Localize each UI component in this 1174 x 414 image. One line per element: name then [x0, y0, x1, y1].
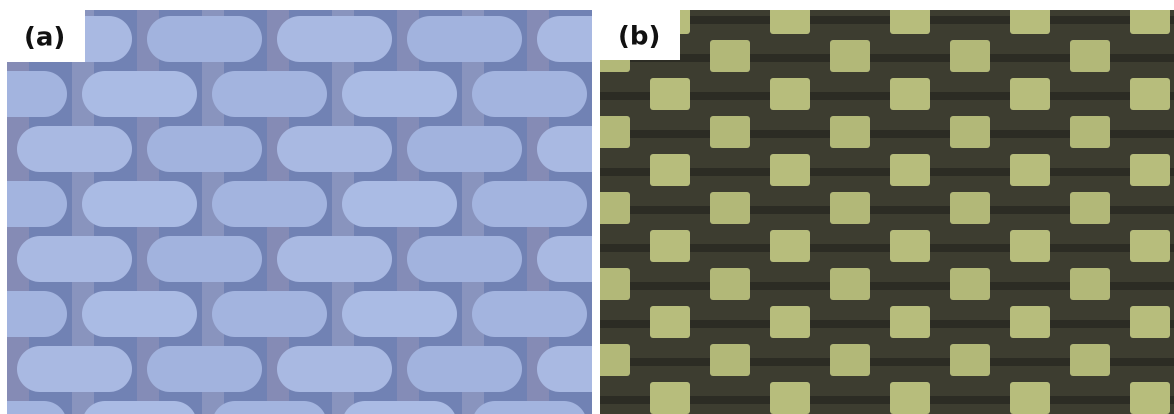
fabric-image-a	[7, 10, 592, 414]
fabric-image-b	[600, 10, 1174, 414]
panel-label: (a)	[24, 23, 65, 53]
panel-label: (b)	[618, 22, 660, 52]
figure: (a) (b)	[0, 0, 1174, 414]
page: (a) (b) (() => { const data = JSON.parse…	[0, 0, 1174, 414]
